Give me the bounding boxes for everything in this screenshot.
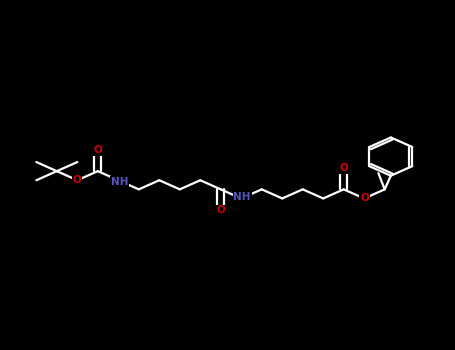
Text: O: O [72, 175, 81, 185]
Text: O: O [93, 145, 102, 155]
Text: NH: NH [111, 177, 128, 187]
Text: O: O [360, 194, 369, 203]
Text: O: O [339, 163, 348, 173]
Text: NH: NH [233, 193, 251, 202]
Text: O: O [217, 205, 225, 215]
